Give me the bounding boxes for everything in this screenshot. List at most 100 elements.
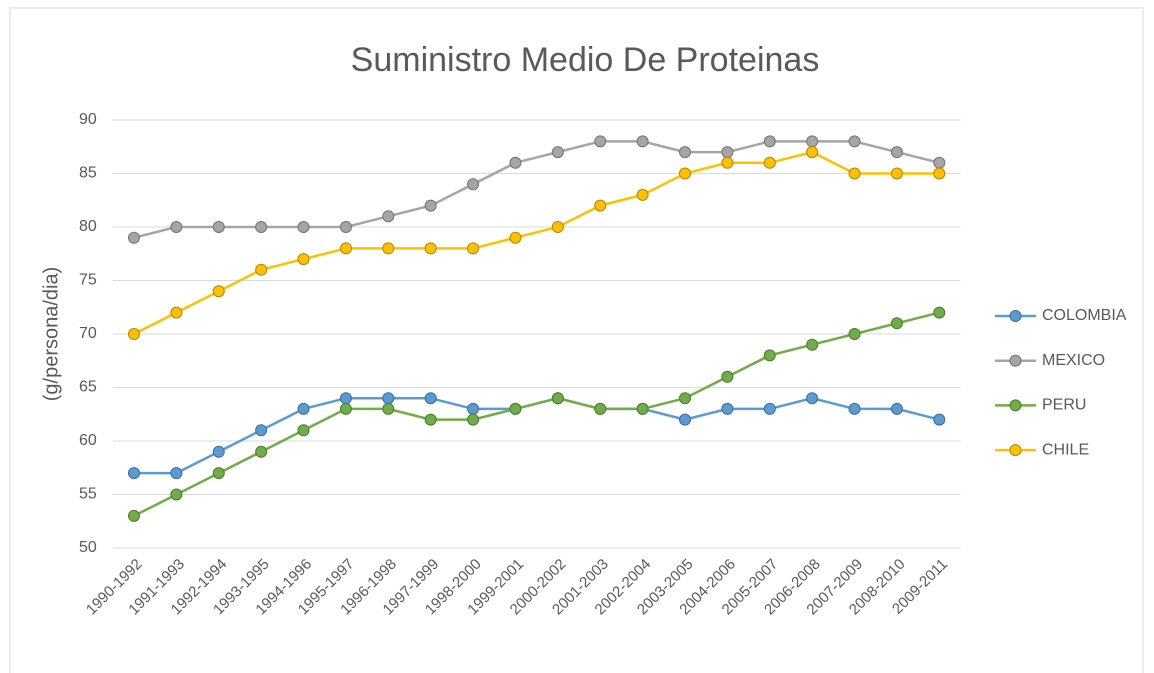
point-marker [551, 221, 564, 233]
point-marker [127, 467, 140, 480]
y-tick-label: 60 [79, 432, 97, 449]
point-marker [170, 306, 183, 319]
point-marker [170, 488, 183, 501]
point-marker [212, 285, 225, 298]
y-tick-label: 80 [79, 218, 97, 235]
series-line [133, 150, 940, 336]
point-marker [339, 242, 352, 255]
point-marker [763, 135, 776, 148]
point-marker [763, 402, 776, 415]
y-tick-label: 75 [79, 272, 97, 289]
point-marker [806, 146, 819, 159]
point-marker [678, 146, 691, 159]
series-line [133, 140, 940, 239]
point-marker [890, 146, 903, 159]
point-marker [763, 349, 776, 362]
point-marker [127, 328, 140, 340]
legend-label: PERU [1042, 397, 1086, 414]
y-tick-label: 50 [79, 539, 97, 556]
point-marker [339, 392, 352, 405]
point-marker [382, 402, 395, 415]
y-tick-label: 85 [79, 165, 97, 182]
legend-marker [1009, 354, 1022, 367]
chart-frame [9, 7, 1144, 673]
point-marker [806, 392, 819, 405]
point-marker [467, 402, 480, 415]
point-marker [721, 146, 734, 159]
point-marker [509, 231, 522, 244]
point-marker [594, 402, 607, 415]
point-marker [509, 156, 522, 169]
point-marker [806, 338, 819, 351]
point-marker [509, 402, 522, 415]
point-marker [170, 221, 183, 233]
point-marker [636, 402, 649, 415]
y-tick-label: 90 [79, 111, 97, 128]
y-tick-label: 65 [79, 379, 97, 396]
point-marker [297, 253, 310, 266]
point-marker [170, 467, 183, 480]
point-marker [890, 317, 903, 330]
point-marker [721, 402, 734, 415]
point-marker [255, 263, 268, 276]
legend-label: MEXICO [1042, 352, 1105, 369]
point-marker [255, 424, 268, 437]
point-marker [255, 221, 268, 233]
point-marker [933, 413, 946, 426]
point-marker [382, 242, 395, 255]
point-marker [339, 221, 352, 233]
point-marker [848, 167, 861, 180]
point-marker [297, 221, 310, 233]
point-marker [212, 467, 225, 480]
point-marker [297, 402, 310, 415]
point-marker [467, 178, 480, 191]
point-marker [933, 306, 946, 319]
point-marker [890, 402, 903, 415]
point-marker [339, 402, 352, 415]
point-marker [890, 167, 903, 180]
point-marker [933, 167, 946, 180]
point-marker [721, 370, 734, 383]
point-marker [467, 413, 480, 426]
point-marker [636, 188, 649, 201]
series-line [133, 396, 940, 475]
point-marker [848, 135, 861, 148]
legend-marker [1009, 444, 1022, 457]
point-marker [382, 210, 395, 223]
point-marker [255, 445, 268, 458]
point-marker [848, 402, 861, 415]
point-marker [382, 392, 395, 405]
point-marker [678, 413, 691, 426]
point-marker [551, 392, 564, 405]
point-marker [424, 413, 437, 426]
legend-marker [1009, 399, 1022, 412]
point-marker [127, 509, 140, 522]
point-marker [678, 167, 691, 180]
point-marker [763, 156, 776, 169]
series-line [133, 311, 940, 518]
point-marker [424, 242, 437, 255]
y-tick-label: 70 [79, 325, 97, 342]
chart-title: Suministro Medio De Proteinas [351, 41, 820, 79]
point-marker [212, 221, 225, 233]
point-marker [212, 445, 225, 458]
point-marker [678, 392, 691, 405]
point-marker [933, 156, 946, 169]
point-marker [721, 156, 734, 169]
point-marker [467, 242, 480, 255]
legend-label: COLOMBIA [1042, 307, 1127, 324]
point-marker [594, 199, 607, 212]
y-tick-label: 55 [79, 486, 97, 503]
legend-label: CHILE [1042, 441, 1089, 458]
point-marker [551, 146, 564, 159]
point-marker [424, 392, 437, 405]
point-marker [297, 424, 310, 437]
point-marker [636, 135, 649, 148]
legend-marker [1009, 310, 1022, 322]
point-marker [848, 328, 861, 340]
point-marker [424, 199, 437, 212]
point-marker [806, 135, 819, 148]
y-axis-label: (g/persona/dia) [40, 267, 62, 402]
point-marker [594, 135, 607, 148]
